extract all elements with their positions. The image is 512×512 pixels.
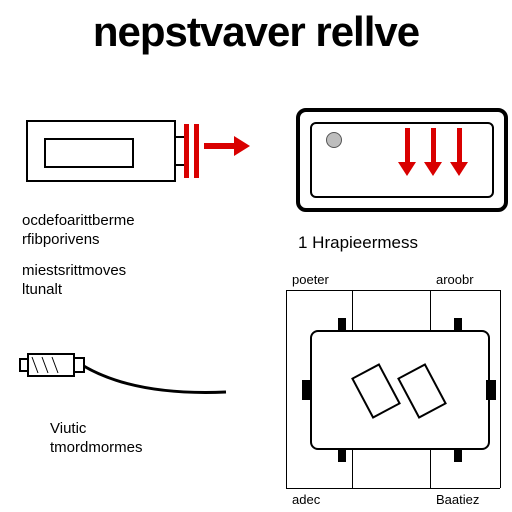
- red-bar-2: [194, 124, 199, 178]
- red-arrow-right: [204, 136, 250, 156]
- title-right: rellve: [315, 8, 419, 55]
- package-pin: [454, 448, 462, 462]
- text-line: ltunalt: [22, 281, 126, 300]
- device-caption: 1 Hrapieermess: [298, 232, 418, 253]
- down-arrow-icon: [398, 128, 416, 176]
- text-line: miestsrittmoves: [22, 262, 126, 281]
- package-pin: [454, 318, 462, 332]
- device-caption-text: 1 Hrapieermess: [298, 233, 418, 252]
- component-package: [310, 330, 490, 450]
- text-line: Viutic: [50, 420, 143, 439]
- table-footer: adec: [292, 492, 320, 507]
- text-line: rfibporivens: [22, 231, 135, 250]
- screw-icon: [326, 132, 342, 148]
- left-text-block-1: ocdefoarittbermerfibporivens: [22, 212, 135, 250]
- table-header: aroobr: [436, 272, 474, 287]
- left-text-block-2: miestsrittmovesltunalt: [22, 262, 126, 300]
- package-pin: [338, 318, 346, 332]
- package-pin: [338, 448, 346, 462]
- down-arrow-icon: [450, 128, 468, 176]
- battery-slot: [44, 138, 134, 168]
- title-left: nepstvaver: [93, 8, 305, 55]
- page-title: nepstvaver rellve: [0, 8, 512, 56]
- table-header: poeter: [292, 272, 329, 287]
- arrow-right-head: [234, 136, 250, 156]
- text-line: ocdefoarittberme: [22, 212, 135, 231]
- table-footer: Baatiez: [436, 492, 479, 507]
- down-arrow-icon: [424, 128, 442, 176]
- package-mark: [397, 363, 447, 419]
- package-mark: [351, 363, 401, 419]
- cable-caption: Viutictmordmormes: [50, 420, 143, 458]
- battery-diagram: [26, 120, 176, 182]
- cable-diagram: [18, 330, 228, 400]
- red-bar-1: [184, 124, 189, 178]
- text-line: tmordmormes: [50, 439, 143, 458]
- arrow-right-shaft: [204, 143, 234, 149]
